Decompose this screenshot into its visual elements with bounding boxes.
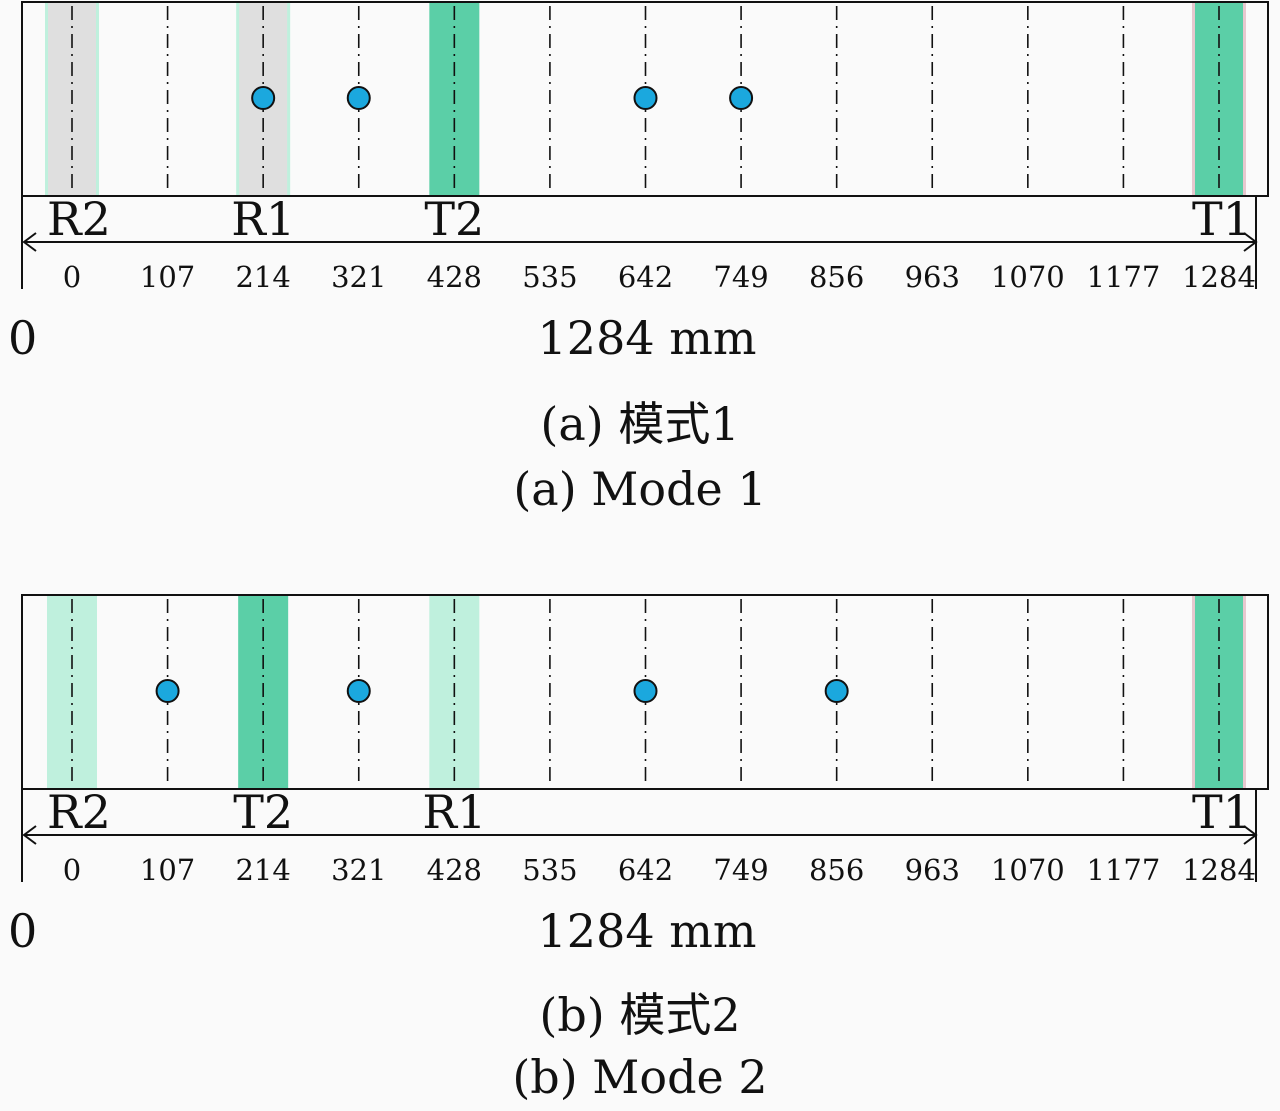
tick-label: 1284 <box>1182 260 1256 294</box>
plate-outline <box>21 1 1269 197</box>
strip-edge <box>45 2 48 196</box>
strip-edge <box>287 2 291 196</box>
sensor-dot <box>729 86 754 110</box>
tick-label: 642 <box>618 853 673 887</box>
panel-mode-2: R2 T2 R1 T1 0 107 214 321 428 535 642 749 856 963 1070… <box>8 594 1269 1104</box>
strip-edge <box>1192 2 1195 196</box>
tick-label: 749 <box>713 260 768 294</box>
tick-label: 321 <box>331 260 386 294</box>
arrow-left-icon <box>22 232 37 252</box>
tick-label: 642 <box>618 260 673 294</box>
strip-edge <box>1192 595 1195 789</box>
strip-edge <box>1243 595 1246 789</box>
label-t2: T2 <box>233 785 293 839</box>
caption-en: (b) Mode 2 <box>512 1050 767 1104</box>
plate-outline <box>21 594 1269 790</box>
sensor-dot <box>251 86 276 110</box>
tick-label: 0 <box>63 853 81 887</box>
caption-cn: (b) 模式2 <box>539 988 740 1042</box>
strip-edge <box>96 2 99 196</box>
origin-label: 0 <box>8 311 37 365</box>
label-r2: R2 <box>47 192 111 246</box>
tick-label: 856 <box>809 260 864 294</box>
label-t1: T1 <box>1192 192 1252 246</box>
label-t2: T2 <box>424 192 484 246</box>
sensor-dot <box>155 679 180 703</box>
tick-label: 0 <box>63 260 81 294</box>
label-r2: R2 <box>47 785 111 839</box>
tick-label: 1070 <box>991 260 1065 294</box>
tick-label: 535 <box>522 260 577 294</box>
caption-cn: (a) 模式1 <box>540 397 739 451</box>
tick-label: 214 <box>235 853 290 887</box>
sensor-dot <box>346 86 371 110</box>
arrow-left-icon <box>22 825 37 845</box>
tick-label: 428 <box>427 260 482 294</box>
tick-label: 1177 <box>1087 853 1161 887</box>
total-length-label: 1284 mm <box>538 311 757 365</box>
tick-label: 214 <box>235 260 290 294</box>
tick-label: 107 <box>140 260 195 294</box>
label-r1: R1 <box>231 192 295 246</box>
tick-label: 1177 <box>1087 260 1161 294</box>
sensor-dot <box>346 679 371 703</box>
tick-label: 321 <box>331 853 386 887</box>
tick-label: 535 <box>522 853 577 887</box>
tick-label: 963 <box>905 260 960 294</box>
strip-edge <box>236 2 240 196</box>
tick-label: 749 <box>713 853 768 887</box>
panels-layer: R2 R1 T2 T10 107 214 321 428 535 642 749 856 963 1070… <box>8 1 1269 1104</box>
caption-en: (a) Mode 1 <box>513 462 766 516</box>
sensor-dot <box>633 86 658 110</box>
tick-label: 1284 <box>1182 853 1256 887</box>
tick-label: 1070 <box>991 853 1065 887</box>
tick-label: 107 <box>140 853 195 887</box>
tick-label: 856 <box>809 853 864 887</box>
origin-label: 0 <box>8 904 37 958</box>
panel-mode-1: R2 R1 T2 T1 0 107 214 321 428 535 642 749 856 963 1070… <box>8 1 1269 516</box>
tick-label: 963 <box>905 853 960 887</box>
label-r1: R1 <box>422 785 486 839</box>
total-length-label: 1284 mm <box>538 904 757 958</box>
sensor-dot <box>633 679 658 703</box>
sensor-dot <box>824 679 849 703</box>
tick-label: 428 <box>427 853 482 887</box>
strip-edge <box>1243 2 1246 196</box>
label-t1: T1 <box>1192 785 1252 839</box>
